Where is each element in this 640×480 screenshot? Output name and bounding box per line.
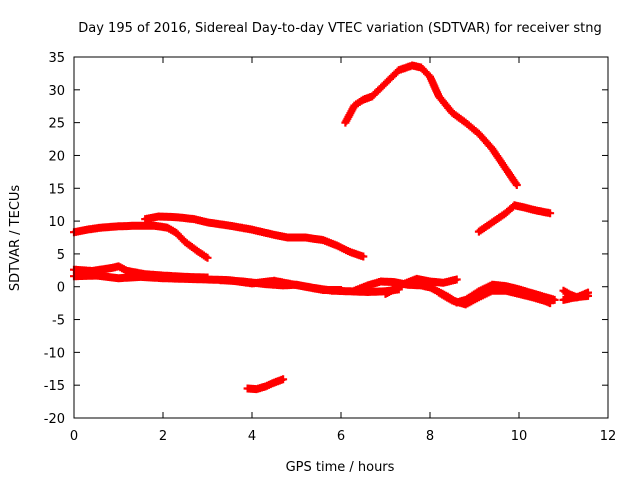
series-arc-4 [474, 201, 555, 236]
y-tick-label: 30 [48, 84, 65, 99]
y-tick-label: 35 [48, 51, 65, 66]
series-arc-5 [243, 375, 288, 394]
x-axis-label: GPS time / hours [286, 460, 395, 475]
chart-title: Day 195 of 2016, Sidereal Day-to-day VTE… [78, 21, 602, 36]
series-arc-1 [70, 221, 212, 262]
data-point-track [141, 212, 368, 261]
data-point-track [434, 286, 555, 309]
x-tick-label: 0 [70, 429, 78, 444]
data-point-track [70, 221, 212, 262]
y-axis-label: SDTVAR / TECUs [8, 185, 23, 292]
x-tick-label: 12 [600, 429, 617, 444]
x-tick-label: 2 [159, 429, 167, 444]
axis-ticks: -20 -15 -10 -5 0 5 10 15 20 25 30 35 0 2 4 6 8 10 12 [44, 51, 617, 444]
x-tick-label: 4 [248, 429, 256, 444]
y-tick-label: -10 [44, 346, 65, 361]
series-arc-2 [141, 212, 368, 261]
y-tick-label: 10 [48, 215, 65, 230]
data-point-track [559, 291, 592, 304]
y-tick-label: 25 [48, 117, 65, 132]
plot-frame [73, 56, 609, 419]
data-points [70, 61, 592, 394]
data-point-track [474, 201, 555, 236]
y-tick-label: 0 [57, 281, 65, 296]
series-arc-11 [434, 286, 555, 309]
y-tick-label: 5 [57, 248, 65, 263]
data-point-track [381, 274, 461, 298]
data-point-track [341, 61, 521, 189]
y-tick-label: 20 [48, 149, 65, 164]
series-arc-13 [559, 291, 592, 304]
y-tick-label: -5 [52, 314, 65, 329]
y-tick-label: -15 [44, 379, 65, 394]
x-tick-label: 8 [426, 429, 434, 444]
x-tick-label: 6 [337, 429, 345, 444]
series-arc-10 [381, 274, 461, 298]
series-arc-3 [341, 61, 521, 189]
y-tick-label: -20 [44, 412, 65, 427]
data-point-track [243, 375, 288, 394]
y-tick-label: 15 [48, 182, 65, 197]
x-tick-label: 10 [511, 429, 528, 444]
